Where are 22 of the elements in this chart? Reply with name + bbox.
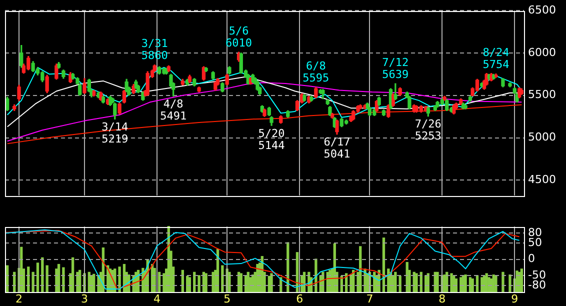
y-tick-label: 5000: [528, 130, 556, 144]
x-tick-label: 9: [511, 292, 518, 306]
annotation: 6/8 5595: [302, 60, 330, 85]
annotation: 5/20 5144: [258, 126, 286, 152]
y-tick-label: 6000: [528, 46, 556, 59]
x-tick-label: 5: [224, 292, 231, 306]
x-tick-label: 7: [366, 292, 374, 306]
x-tick-label: 2: [16, 292, 23, 306]
y-tick-label: 4500: [528, 173, 556, 186]
y-tick-label: 5500: [528, 88, 556, 102]
x-tick-label: 8: [438, 292, 446, 306]
y-tick-label: 0: [528, 252, 535, 266]
x-tick-label: 4: [153, 292, 160, 306]
annotation: 7/26 5253: [414, 118, 442, 143]
annotation: 7/12 5639: [382, 56, 409, 81]
y-tick-label: 6500: [528, 3, 556, 16]
y-tick-label: -80: [528, 278, 546, 292]
x-tick-label: 3: [80, 292, 88, 306]
annotation: 6/17 5041: [324, 136, 350, 161]
annotation: 4/8 5491: [160, 97, 187, 122]
annotation: 8/24 5754: [482, 46, 510, 72]
x-tick-label: 6: [296, 292, 304, 306]
